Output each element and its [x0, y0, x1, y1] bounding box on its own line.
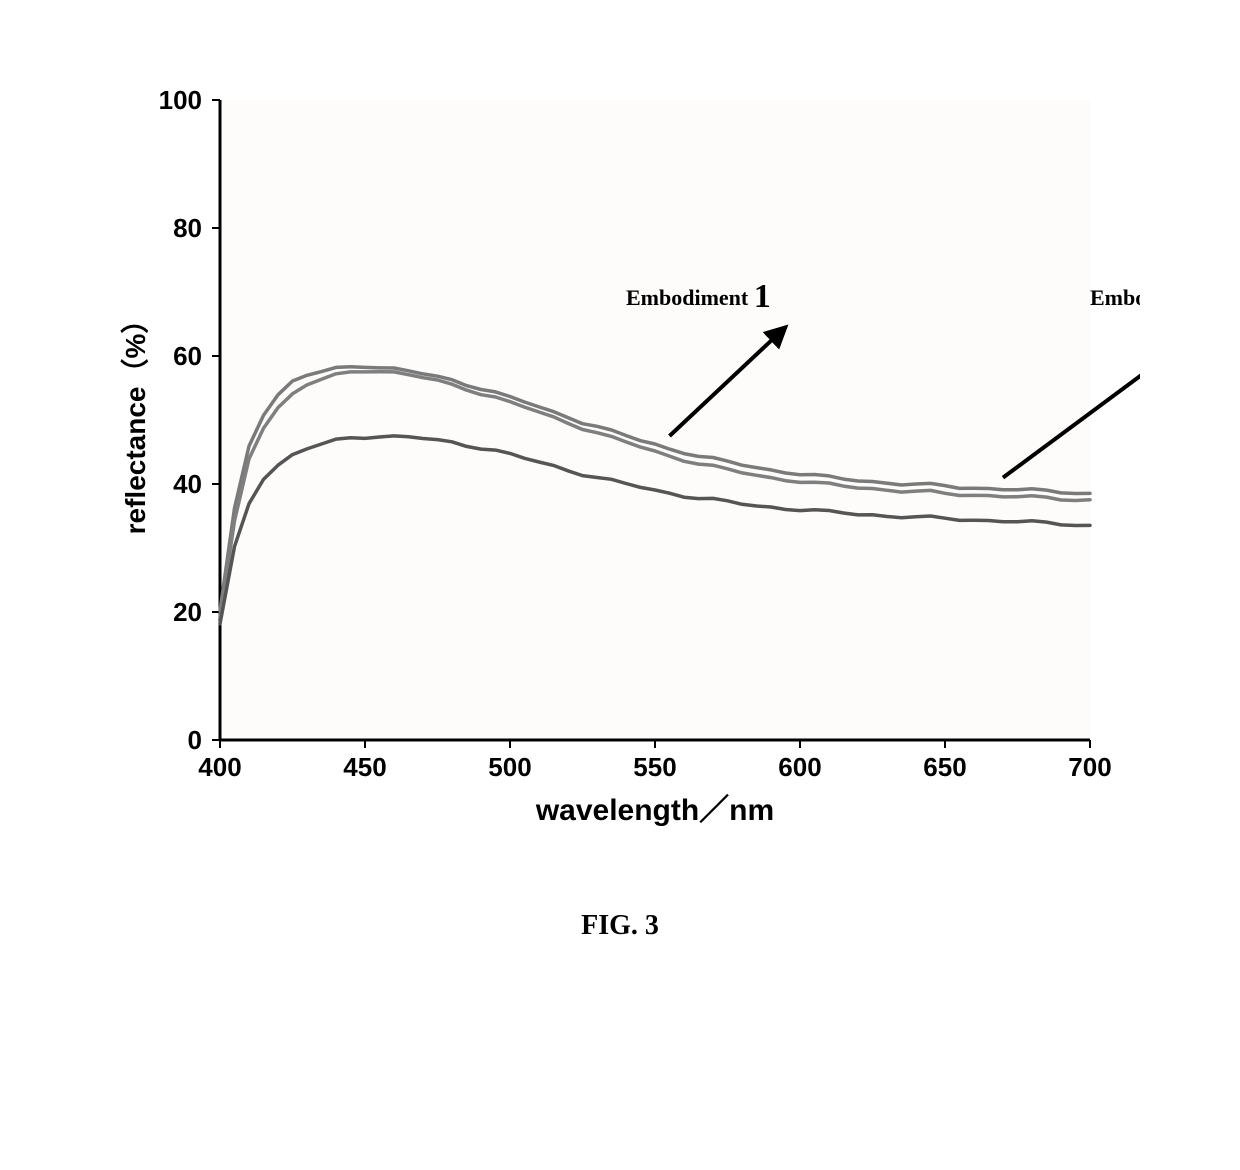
svg-text:450: 450 [343, 752, 386, 782]
svg-text:wavelength／nm: wavelength／nm [535, 794, 774, 827]
svg-text:0: 0 [188, 725, 202, 755]
svg-text:20: 20 [173, 597, 202, 627]
svg-text:100: 100 [159, 85, 202, 115]
svg-text:80: 80 [173, 213, 202, 243]
chart-area: 400 450 500 550 600 650 700 0 20 40 60 80 100 wavelen… [100, 80, 1140, 880]
svg-text:400: 400 [198, 752, 241, 782]
svg-text:60: 60 [173, 341, 202, 371]
svg-text:40: 40 [173, 469, 202, 499]
svg-text:reflectance（%）: reflectance（%） [119, 306, 151, 535]
svg-text:700: 700 [1068, 752, 1111, 782]
svg-text:650: 650 [923, 752, 966, 782]
figure-caption: FIG. 3 [100, 910, 1140, 942]
svg-text:600: 600 [778, 752, 821, 782]
reflectance-chart: 400 450 500 550 600 650 700 0 20 40 60 80 100 wavelen… [100, 80, 1140, 880]
svg-text:550: 550 [633, 752, 676, 782]
svg-text:500: 500 [488, 752, 531, 782]
figure-container: 400 450 500 550 600 650 700 0 20 40 60 80 100 wavelen… [100, 80, 1140, 1060]
svg-text:Embodiment 3: Embodiment 3 [1090, 278, 1140, 315]
